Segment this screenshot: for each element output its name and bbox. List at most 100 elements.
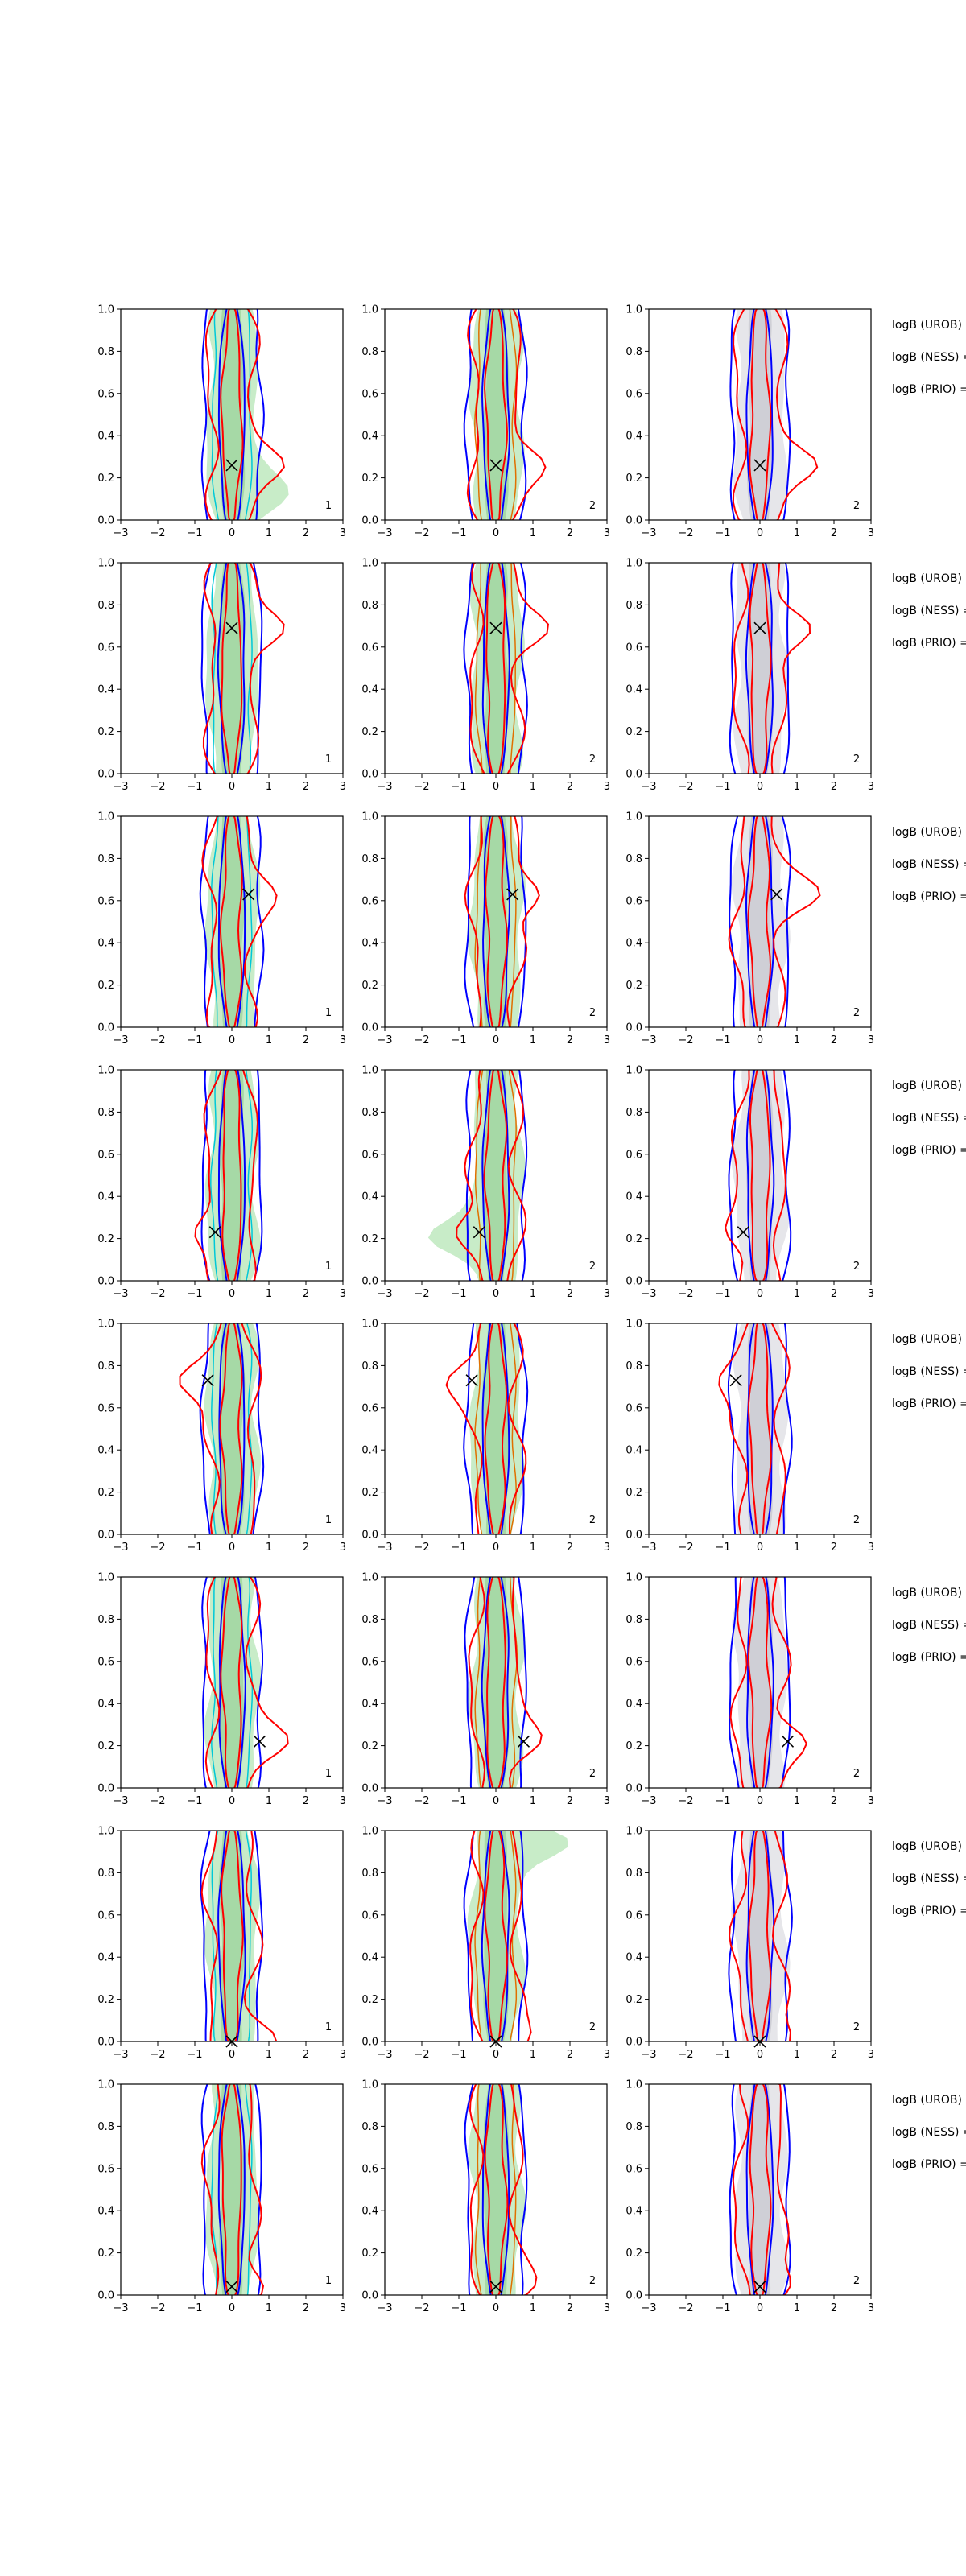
- x-tick-label: −2: [678, 781, 693, 793]
- y-tick-label: 0.0: [625, 2037, 642, 2049]
- x-tick-label: −1: [715, 527, 730, 539]
- x-tick-label: 2: [303, 2302, 309, 2314]
- x-tick-label: −1: [451, 1542, 466, 1554]
- panel-r7-c2: −3 −2 −1 0 1 2 3 0.0 0.2 0.4 0.6 0.8 1.0 2: [361, 1826, 610, 2062]
- row-2-logb-label-2: logB (NESS) =: [892, 605, 966, 617]
- contours: [463, 1831, 568, 2041]
- true-value-marker: [489, 459, 502, 472]
- panel-corner-label: 2: [853, 1261, 860, 1273]
- panel-corner-label: 2: [589, 2275, 596, 2287]
- x-tick-label: 1: [794, 2302, 800, 2314]
- blue-outer-contour: [464, 2084, 528, 2295]
- x-tick-label: 2: [831, 781, 837, 793]
- panel-r1-c1: −3 −2 −1 0 1 2 3 0.0 0.2 0.4 0.6 0.8 1.0 1: [97, 304, 346, 540]
- outer-density-fill: [427, 1070, 526, 1281]
- red-inner-contour: [484, 309, 509, 520]
- x-tick-label: −2: [150, 781, 165, 793]
- x-tick-label: −2: [150, 1542, 165, 1554]
- y-tick-label: 0.6: [361, 2163, 378, 2175]
- y-tick-label: 0.8: [625, 346, 642, 358]
- y-tick-label: 0.0: [625, 1530, 642, 1542]
- x-tick-label: 3: [604, 1034, 610, 1046]
- x-tick-label: 0: [757, 1795, 763, 1807]
- x-tick-label: −3: [641, 1542, 656, 1554]
- x-tick-label: 0: [757, 1542, 763, 1554]
- x-tick-label: −3: [377, 527, 392, 539]
- x-tick-label: −3: [377, 2302, 392, 2314]
- blue-outer-contour: [463, 1831, 529, 2041]
- x-tick-label: −1: [187, 781, 202, 793]
- red-outer-contour: [204, 1577, 289, 1788]
- y-tick-label: 0.4: [97, 1952, 114, 1964]
- x-tick-label: 2: [831, 527, 837, 539]
- x-tick-label: 0: [493, 1795, 499, 1807]
- x-tick-label: 2: [567, 2302, 573, 2314]
- x-tick-label: 3: [604, 1795, 610, 1807]
- x-tick-label: 0: [493, 2302, 499, 2314]
- red-inner-contour: [749, 563, 772, 774]
- row-2-logb-label-3: logB (PRIO) =: [892, 637, 966, 650]
- panel-r7-c3: −3 −2 −1 0 1 2 3 0.0 0.2 0.4 0.6 0.8 1.0 2: [625, 1826, 874, 2062]
- blue-outer-contour: [199, 816, 265, 1027]
- y-tick-label: 0.8: [361, 1107, 378, 1119]
- y-tick-label: 0.0: [361, 769, 378, 781]
- inner-density-fill: [746, 1831, 774, 2041]
- y-tick-label: 0.0: [97, 769, 114, 781]
- x-tick-label: −1: [187, 527, 202, 539]
- red-inner-contour: [748, 1831, 772, 2041]
- red-outer-contour: [194, 1070, 259, 1281]
- x-tick-label: −3: [113, 1288, 128, 1300]
- panel-corner-label: 1: [325, 753, 332, 766]
- row-8-logb-label-1: logB (UROB) =: [892, 2094, 966, 2107]
- contours: [464, 2084, 538, 2295]
- x-tick-label: 2: [567, 781, 573, 793]
- contours: [729, 563, 811, 774]
- red-outer-contour: [469, 1831, 532, 2041]
- blue-inner-contour: [745, 1070, 775, 1281]
- x-tick-label: 3: [868, 781, 874, 793]
- red-inner-contour: [484, 1323, 508, 1534]
- y-tick-label: 0.2: [361, 1994, 378, 2006]
- blue-inner-contour: [481, 1577, 510, 1788]
- panel-corner-label: 2: [853, 1007, 860, 1019]
- red-inner-contour: [219, 816, 243, 1027]
- panel-corner-label: 2: [853, 2021, 860, 2033]
- y-tick-label: 0.2: [625, 1994, 642, 2006]
- panel-r8-c1: −3 −2 −1 0 1 2 3 0.0 0.2 0.4 0.6 0.8 1.0 1: [97, 2079, 346, 2315]
- x-tick-label: −3: [113, 781, 128, 793]
- contours: [194, 1070, 263, 1281]
- x-tick-label: −3: [113, 2302, 128, 2314]
- y-tick-label: 0.8: [97, 2121, 114, 2133]
- x-tick-label: −2: [414, 781, 429, 793]
- panel-corner-label: 1: [325, 1261, 332, 1273]
- x-tick-label: −3: [377, 781, 392, 793]
- y-tick-label: 0.2: [361, 2248, 378, 2260]
- orange-contour: [474, 816, 517, 1027]
- y-tick-label: 0.4: [625, 1191, 642, 1203]
- y-tick-label: 1.0: [361, 1826, 378, 1838]
- x-tick-label: −1: [451, 1795, 466, 1807]
- x-tick-label: 1: [266, 781, 272, 793]
- x-tick-label: −1: [451, 2049, 466, 2061]
- x-tick-label: 1: [530, 2302, 536, 2314]
- x-tick-label: 0: [757, 781, 763, 793]
- y-tick-label: 0.2: [97, 1233, 114, 1245]
- red-inner-contour: [749, 2084, 772, 2295]
- red-outer-contour: [732, 309, 819, 520]
- x-tick-label: 2: [303, 1795, 309, 1807]
- y-tick-label: 0.2: [97, 473, 114, 485]
- true-value-marker: [753, 459, 766, 472]
- y-tick-label: 0.6: [625, 1656, 642, 1668]
- red-inner-contour: [747, 816, 772, 1027]
- true-value-marker: [253, 1735, 266, 1748]
- x-tick-label: 1: [530, 2049, 536, 2061]
- y-tick-label: 0.8: [97, 853, 114, 865]
- x-tick-label: 1: [266, 527, 272, 539]
- blue-inner-contour: [745, 2084, 774, 2295]
- true-value-marker: [517, 1735, 530, 1748]
- y-tick-label: 0.6: [625, 2163, 642, 2175]
- red-outer-contour: [732, 2084, 791, 2295]
- y-tick-label: 0.2: [625, 726, 642, 738]
- y-tick-label: 0.0: [97, 515, 114, 527]
- true-value-marker: [781, 1735, 795, 1748]
